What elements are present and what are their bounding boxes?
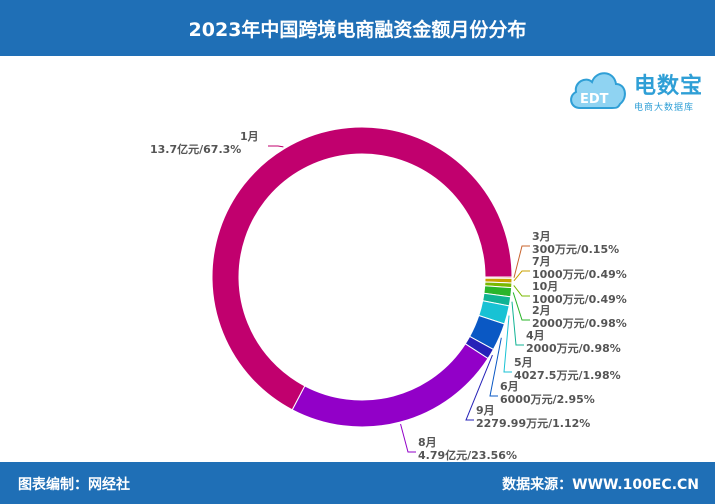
- leader-line: [513, 245, 530, 278]
- leader-line: [503, 315, 512, 373]
- slice-value-label: 2000万元/0.98%: [526, 342, 621, 355]
- slice-name-label: 2月: [532, 304, 551, 317]
- brand-name: 电数宝: [634, 74, 704, 99]
- donut-slice: [291, 343, 489, 428]
- leader-line: [511, 301, 524, 346]
- slice-name-label: 1月: [240, 130, 259, 143]
- header-bar: 2023年中国跨境电商融资金额月份分布: [0, 0, 715, 56]
- cloud-logo-icon: EDT: [570, 72, 626, 109]
- leader-line: [268, 145, 284, 148]
- footer-credit: 图表编制：网经社: [18, 477, 130, 493]
- brand-logo: EDT 电数宝 电商大数据库: [566, 60, 715, 124]
- brand-subtitle: 电商大数据库: [634, 103, 695, 113]
- cloud-logo-text: EDT: [580, 92, 609, 107]
- donut-chart: 3月300万元/0.15%7月1000万元/0.49%10月1000万元/0.4…: [150, 126, 627, 462]
- donut-slices: [211, 126, 513, 428]
- leader-lines: [268, 145, 530, 453]
- slice-value-label: 1000万元/0.49%: [532, 293, 627, 306]
- footer-bar: 图表编制：网经社 数据来源：WWW.100EC.CN: [0, 462, 715, 504]
- slice-value-label: 2000万元/0.98%: [532, 317, 627, 330]
- slice-name-label: 7月: [532, 255, 551, 268]
- slice-name-label: 10月: [532, 280, 558, 293]
- slice-value-label: 2279.99万元/1.12%: [476, 417, 590, 430]
- leader-line: [513, 285, 530, 297]
- slice-value-label: 13.7亿元/67.3%: [150, 142, 241, 156]
- chart-title: 2023年中国跨境电商融资金额月份分布: [188, 18, 527, 41]
- leader-line: [465, 354, 493, 421]
- slice-name-label: 6月: [500, 380, 519, 393]
- slice-value-label: 1000万元/0.49%: [532, 268, 627, 281]
- slice-value-label: 300万元/0.15%: [532, 243, 619, 256]
- leader-line: [400, 423, 416, 453]
- slice-name-label: 8月: [418, 436, 437, 449]
- leader-line: [513, 270, 530, 282]
- slice-name-label: 3月: [532, 230, 551, 243]
- slice-value-label: 6000万元/2.95%: [500, 393, 595, 406]
- leader-line: [512, 292, 530, 321]
- slice-labels: 3月300万元/0.15%7月1000万元/0.49%10月1000万元/0.4…: [150, 130, 627, 462]
- slice-name-label: 4月: [526, 329, 545, 342]
- slice-value-label: 4.79亿元/23.56%: [418, 448, 517, 462]
- slice-name-label: 5月: [514, 356, 533, 369]
- slice-name-label: 9月: [476, 404, 495, 417]
- leader-line: [489, 337, 502, 397]
- donut-slice: [211, 126, 513, 411]
- footer-source: 数据来源：WWW.100EC.CN: [502, 477, 699, 493]
- slice-value-label: 4027.5万元/1.98%: [514, 369, 621, 382]
